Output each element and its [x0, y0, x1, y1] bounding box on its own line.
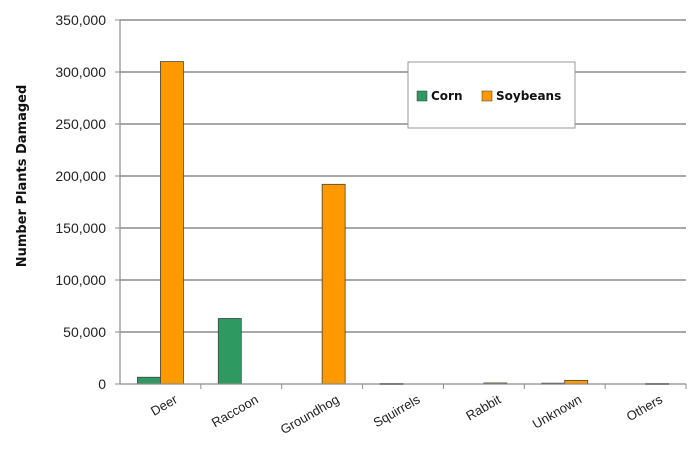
- bar-corn-deer: [137, 376, 161, 385]
- y-tick-label: 100,000: [55, 272, 106, 288]
- legend: Corn Soybeans: [407, 61, 576, 129]
- y-tick-label: 350,000: [55, 12, 106, 28]
- x-tick-label: Raccoon: [209, 392, 261, 431]
- x-tick-label: Unknown: [530, 392, 584, 432]
- legend-swatch-soybeans: [481, 90, 493, 102]
- bar-soybeans-deer: [160, 61, 184, 385]
- y-axis-label: Number Plants Damaged: [15, 85, 30, 268]
- x-tick-label: Groundhog: [278, 392, 342, 438]
- legend-swatch-corn: [416, 90, 428, 102]
- bars: [137, 61, 669, 385]
- y-tick-label: 300,000: [55, 64, 106, 80]
- legend-label-corn: Corn: [431, 89, 463, 103]
- y-tick-label: 250,000: [55, 116, 106, 132]
- y-tick-label: 150,000: [55, 220, 106, 236]
- legend-label-soybeans: Soybeans: [496, 89, 561, 103]
- x-tick-label: Deer: [148, 391, 180, 418]
- y-tick-label: 0: [98, 376, 106, 392]
- axes: [115, 19, 687, 389]
- x-tick-label: Squirrels: [371, 391, 423, 430]
- x-tick-label: Rabbit: [463, 391, 503, 423]
- x-tick-labels: Deer Raccoon Groundhog Squirrels Rabbit Unkno…: [148, 391, 665, 437]
- x-tick-label: Others: [624, 391, 666, 424]
- bar-soybeans-groundhog: [321, 183, 346, 385]
- y-tick-labels: 0 50,000 100,000 150,000 200,000 250,000 300,0…: [55, 12, 106, 392]
- bar-corn-raccoon: [217, 318, 242, 385]
- gridlines: [120, 19, 686, 333]
- y-tick-label: 50,000: [63, 324, 106, 340]
- y-tick-label: 200,000: [55, 168, 106, 184]
